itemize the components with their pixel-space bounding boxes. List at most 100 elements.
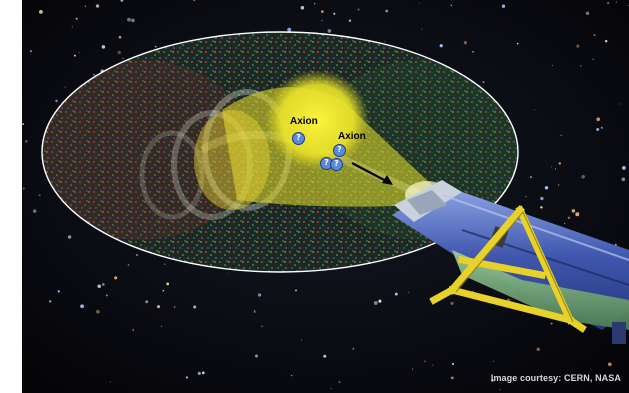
star: [253, 311, 256, 313]
star: [32, 209, 37, 213]
star: [557, 184, 560, 186]
scene-svg: [22, 0, 629, 393]
star: [596, 127, 600, 132]
star: [600, 126, 603, 129]
image-credit: Image courtesy: CERN, NASA: [490, 373, 621, 383]
star: [22, 123, 24, 125]
star: [564, 222, 566, 224]
star: [450, 376, 454, 380]
star: [554, 168, 557, 170]
star: [608, 362, 612, 367]
star: [373, 301, 378, 305]
star: [201, 371, 205, 375]
star: [550, 322, 553, 325]
star: [75, 17, 78, 20]
star: [101, 283, 105, 286]
question-mark-icon: ?: [292, 132, 305, 145]
star: [352, 348, 355, 350]
star: [84, 5, 87, 7]
star: [295, 289, 297, 292]
star: [145, 300, 149, 304]
star: [384, 41, 386, 42]
star: [173, 306, 176, 308]
star: [621, 177, 626, 182]
star: [348, 19, 352, 22]
star: [618, 103, 620, 105]
star: [314, 3, 316, 5]
star: [330, 387, 332, 389]
star: [451, 362, 455, 366]
star: [24, 140, 28, 143]
star: [38, 194, 41, 197]
star: [558, 162, 561, 165]
star: [105, 294, 108, 297]
star: [450, 301, 454, 305]
star: [254, 310, 256, 312]
star: [120, 0, 124, 2]
star: [164, 263, 166, 265]
star: [132, 329, 135, 331]
axion-label: Axion: [338, 131, 366, 142]
star: [407, 291, 410, 294]
star: [154, 45, 157, 48]
star: [95, 4, 100, 8]
star: [97, 284, 101, 289]
star: [127, 264, 130, 266]
star: [127, 17, 131, 22]
illustration: Axion Axion ? ? ? ? Image courtesy: CERN…: [22, 0, 629, 393]
star: [193, 0, 196, 2]
star: [421, 28, 423, 30]
axion-label: Axion: [290, 116, 318, 127]
star: [491, 379, 494, 382]
star: [257, 293, 262, 297]
star: [22, 187, 25, 190]
star: [552, 65, 554, 67]
star: [300, 6, 305, 10]
star: [525, 196, 527, 198]
star: [117, 50, 121, 55]
star: [185, 376, 189, 379]
star: [450, 4, 453, 7]
star: [463, 41, 468, 45]
star: [78, 52, 80, 54]
star: [492, 360, 494, 362]
star: [575, 212, 580, 217]
star: [122, 57, 124, 60]
star: [114, 276, 118, 280]
star: [290, 374, 293, 377]
star: [615, 1, 617, 3]
star: [472, 50, 474, 53]
star: [581, 175, 585, 179]
star: [287, 27, 292, 32]
star: [321, 10, 324, 13]
galaxy-ellipse-outline: [41, 31, 519, 273]
star: [501, 4, 506, 8]
star: [499, 389, 501, 391]
star: [55, 99, 58, 103]
support-frame: [429, 205, 587, 333]
star: [254, 354, 259, 358]
star: [118, 35, 122, 39]
star: [162, 289, 165, 292]
star: [67, 235, 72, 239]
star: [378, 299, 382, 303]
star: [567, 216, 571, 220]
star: [228, 273, 229, 275]
star: [333, 12, 336, 15]
star: [540, 206, 543, 209]
star: [156, 305, 161, 309]
star: [605, 40, 608, 43]
star: [536, 347, 540, 351]
star: [560, 134, 562, 137]
star: [571, 209, 576, 213]
star: [101, 45, 106, 49]
star: [418, 2, 420, 4]
star: [71, 26, 73, 28]
star: [160, 325, 163, 328]
star: [327, 29, 332, 33]
star: [96, 309, 100, 314]
star: [533, 109, 535, 111]
star: [432, 364, 434, 366]
star: [39, 10, 43, 14]
star: [580, 65, 582, 67]
